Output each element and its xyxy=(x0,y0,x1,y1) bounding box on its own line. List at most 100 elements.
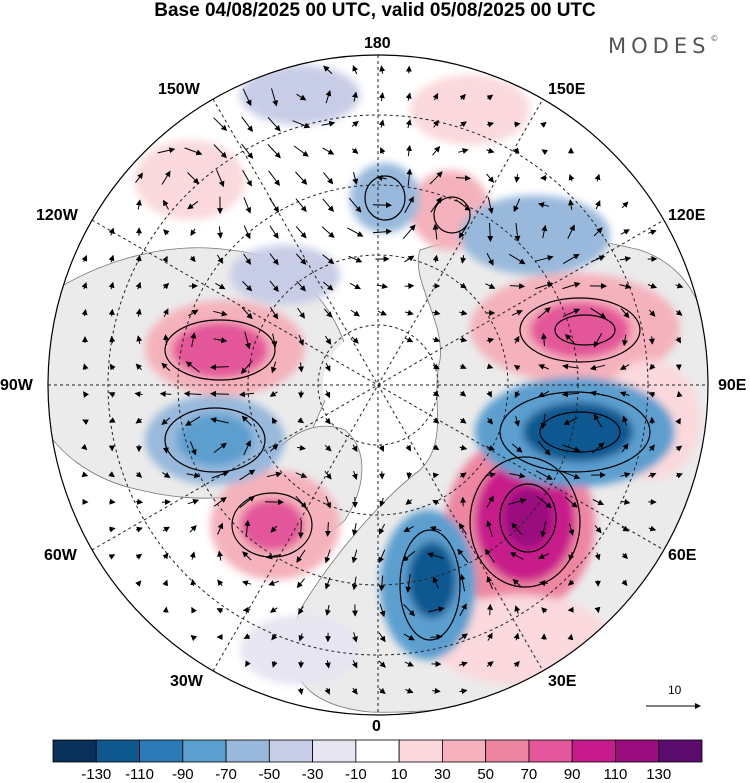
wind-arrow-icon xyxy=(568,199,574,210)
wind-arrow-icon xyxy=(540,413,547,430)
wind-arrow-icon xyxy=(351,470,358,480)
wind-arrow-icon xyxy=(135,308,142,317)
wind-arrow-icon xyxy=(486,121,495,128)
anomaly-neg-north xyxy=(350,163,420,233)
wind-arrow-icon xyxy=(271,633,278,641)
wind-arrow-icon xyxy=(323,65,333,75)
wind-arrow-icon xyxy=(296,549,306,563)
wind-arrow-icon xyxy=(509,552,524,560)
wind-arrow-icon xyxy=(217,550,224,561)
wind-arrow-icon xyxy=(594,552,601,561)
wind-arrow-icon xyxy=(213,442,227,453)
wind-arrow-icon xyxy=(324,335,332,345)
wind-arrow-icon xyxy=(484,548,495,563)
wind-arrow-icon xyxy=(513,147,520,154)
wind-arrow-icon xyxy=(322,254,335,265)
wind-arrow-icon xyxy=(675,282,684,289)
wind-arrow-icon xyxy=(241,116,253,132)
wind-arrow-icon xyxy=(108,308,115,317)
wind-arrow-icon xyxy=(134,391,143,398)
wind-arrow-icon xyxy=(216,169,225,188)
wind-arrow-icon xyxy=(486,495,494,508)
wind-arrow-icon xyxy=(108,254,115,263)
wind-arrow-icon xyxy=(241,580,252,587)
wind-arrow-icon xyxy=(459,688,468,695)
wind-arrow-icon xyxy=(487,603,494,616)
loop-north-pos xyxy=(433,196,471,234)
wind-arrow-icon xyxy=(514,390,521,399)
wind-arrow-icon xyxy=(185,416,201,426)
wind-arrow-icon xyxy=(351,523,358,536)
wind-arrow-icon xyxy=(621,525,630,532)
wind-arrow-icon xyxy=(432,499,440,506)
wind-arrow-icon xyxy=(593,332,603,348)
wind-arrow-icon xyxy=(486,390,492,398)
wind-arrow-icon xyxy=(242,88,252,107)
wind-arrow-icon xyxy=(324,687,331,695)
wind-arrow-icon xyxy=(297,444,306,451)
brand-mark: © xyxy=(710,34,719,43)
wind-arrow-icon xyxy=(324,470,332,480)
wind-arrow-icon xyxy=(648,525,657,532)
wind-arrow-icon xyxy=(405,444,411,452)
wind-arrow-icon xyxy=(135,172,144,183)
wind-arrow-icon xyxy=(108,471,115,478)
wind-arrow-icon xyxy=(402,224,416,240)
anomaly-neg-mid-west xyxy=(230,245,340,305)
wind-arrow-icon xyxy=(108,554,116,560)
brand-text: MODES xyxy=(608,34,711,58)
wind-arrow-icon xyxy=(213,497,227,507)
wind-arrow-icon xyxy=(135,417,143,424)
wind-arrow-icon xyxy=(405,119,412,129)
colorbar-tick-label: -10 xyxy=(345,766,367,783)
wind-arrow-icon xyxy=(269,253,279,266)
wind-arrow-icon xyxy=(81,471,89,478)
wind-arrow-icon xyxy=(459,282,467,289)
wind-arrow-icon xyxy=(459,603,467,617)
wind-arrow-icon xyxy=(562,363,579,370)
wind-arrow-icon xyxy=(239,495,255,508)
wind-arrow-icon xyxy=(242,169,252,187)
wind-arrow-icon xyxy=(675,336,681,344)
loop-southeast xyxy=(469,456,581,588)
wind-arrow-icon xyxy=(535,255,554,262)
wind-arrow-icon xyxy=(541,607,548,614)
loop-east-positive xyxy=(519,297,641,363)
lon-label-90e: 90E xyxy=(718,377,747,394)
wind-arrow-icon xyxy=(590,390,606,397)
wind-arrow-icon xyxy=(568,522,575,536)
wind-arrow-icon xyxy=(459,336,468,343)
wind-arrow-icon xyxy=(243,197,252,214)
wind-arrow-icon xyxy=(675,445,683,452)
wind-arrow-icon xyxy=(297,307,305,319)
wind-arrow-icon xyxy=(591,255,606,263)
wind-arrow-icon xyxy=(216,608,224,614)
wind-arrow-icon xyxy=(619,364,630,370)
wind-arrow-icon xyxy=(351,120,359,127)
wind-arrow-icon xyxy=(266,553,282,560)
wind-arrow-icon xyxy=(487,196,494,214)
wind-arrow-icon xyxy=(486,417,494,425)
wind-arrow-icon xyxy=(459,309,468,316)
wind-arrow-icon xyxy=(298,605,304,615)
wind-arrow-icon xyxy=(455,175,471,182)
wind-arrow-icon xyxy=(486,94,494,101)
reference-vector-label: 10 xyxy=(668,683,682,697)
loop-southeast-inner xyxy=(499,483,557,553)
wind-arrow-icon xyxy=(162,308,169,318)
wind-vectors xyxy=(80,65,684,695)
wind-arrow-icon xyxy=(535,470,553,480)
wind-arrow-icon xyxy=(508,498,527,505)
wind-arrow-icon xyxy=(81,308,88,317)
wind-arrow-icon xyxy=(269,225,279,239)
map-title: Base 04/08/2025 00 UTC, valid 05/08/2025… xyxy=(154,0,596,21)
wind-arrow-icon xyxy=(297,417,305,424)
wind-arrow-icon xyxy=(620,229,630,235)
anomaly-pos-west-core xyxy=(172,322,268,378)
wind-arrow-icon xyxy=(457,548,469,563)
wind-arrow-icon xyxy=(295,198,307,213)
wind-arrow-icon xyxy=(269,280,279,292)
lon-label-30e: 30E xyxy=(548,673,577,690)
wind-arrow-icon xyxy=(324,660,331,669)
wind-arrow-icon xyxy=(268,580,279,586)
